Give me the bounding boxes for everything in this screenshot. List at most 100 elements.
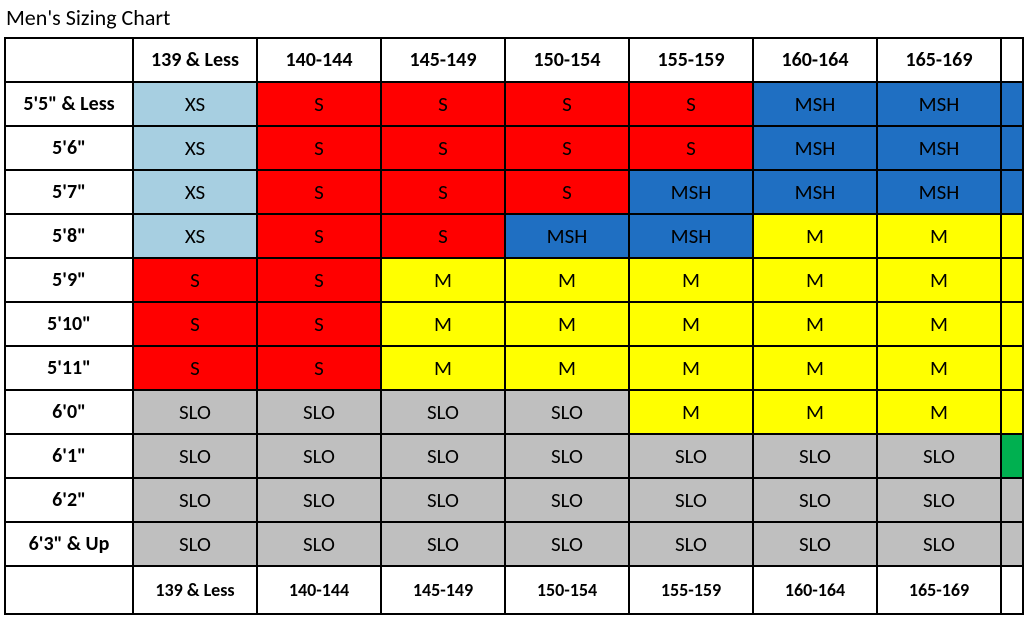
- size-cell: M: [877, 214, 1001, 258]
- size-cell: S: [257, 82, 381, 126]
- size-cell-sliver: [1001, 258, 1023, 302]
- size-cell-sliver: [1001, 170, 1023, 214]
- row-header: 6'0": [5, 390, 133, 434]
- size-cell: SLO: [505, 478, 629, 522]
- footer-label: 150-154: [505, 566, 629, 614]
- header-row: 139 & Less 140-144 145-149 150-154 155-1…: [5, 38, 1023, 82]
- size-cell: SLO: [257, 478, 381, 522]
- size-cell: MSH: [753, 126, 877, 170]
- size-cell: SLO: [753, 434, 877, 478]
- col-header: 165-169: [877, 38, 1001, 82]
- size-cell: S: [505, 170, 629, 214]
- size-cell: MSH: [753, 82, 877, 126]
- table-row: 5'8"XSSSMSHMSHMM: [5, 214, 1023, 258]
- footer-label: 160-164: [753, 566, 877, 614]
- size-cell: S: [257, 258, 381, 302]
- footer-label: 155-159: [629, 566, 753, 614]
- row-header: 5'10": [5, 302, 133, 346]
- col-header: 150-154: [505, 38, 629, 82]
- size-cell: S: [133, 346, 257, 390]
- col-header: 139 & Less: [133, 38, 257, 82]
- size-cell: M: [381, 302, 505, 346]
- size-cell: SLO: [629, 478, 753, 522]
- size-cell: SLO: [257, 434, 381, 478]
- table-row: 6'3" & UpSLOSLOSLOSLOSLOSLOSLO: [5, 522, 1023, 566]
- footer-sliver: [1001, 566, 1023, 614]
- size-cell: M: [381, 258, 505, 302]
- col-header: 160-164: [753, 38, 877, 82]
- size-cell: M: [753, 302, 877, 346]
- size-cell-sliver: [1001, 346, 1023, 390]
- size-cell: XS: [133, 170, 257, 214]
- size-cell: S: [505, 126, 629, 170]
- size-cell: MSH: [877, 170, 1001, 214]
- row-header: 6'2": [5, 478, 133, 522]
- size-cell: SLO: [505, 390, 629, 434]
- corner-cell: [5, 38, 133, 82]
- size-cell: S: [629, 82, 753, 126]
- size-cell: MSH: [877, 126, 1001, 170]
- table-row: 5'7"XSSSSMSHMSHMSH: [5, 170, 1023, 214]
- size-cell: M: [629, 302, 753, 346]
- sizing-table: 139 & Less 140-144 145-149 150-154 155-1…: [4, 37, 1024, 615]
- size-cell: XS: [133, 126, 257, 170]
- col-header-sliver: [1001, 38, 1023, 82]
- size-cell: SLO: [381, 434, 505, 478]
- size-cell: SLO: [133, 390, 257, 434]
- footer-label: 139 & Less: [133, 566, 257, 614]
- size-cell-sliver: [1001, 478, 1023, 522]
- size-cell: M: [629, 258, 753, 302]
- col-header: 155-159: [629, 38, 753, 82]
- row-header: 5'8": [5, 214, 133, 258]
- size-cell: XS: [133, 214, 257, 258]
- size-cell: S: [381, 126, 505, 170]
- size-cell-sliver: [1001, 214, 1023, 258]
- size-cell-sliver: [1001, 522, 1023, 566]
- table-row: 5'5" & LessXSSSSSMSHMSH: [5, 82, 1023, 126]
- size-cell: SLO: [133, 522, 257, 566]
- size-cell: MSH: [629, 214, 753, 258]
- size-cell: SLO: [381, 478, 505, 522]
- size-cell: S: [133, 258, 257, 302]
- size-cell-sliver: [1001, 302, 1023, 346]
- size-cell: XS: [133, 82, 257, 126]
- size-cell: M: [877, 390, 1001, 434]
- table-row: 5'11"SSMMMMM: [5, 346, 1023, 390]
- row-header: 6'1": [5, 434, 133, 478]
- size-cell: SLO: [133, 434, 257, 478]
- size-cell: SLO: [505, 434, 629, 478]
- size-cell: SLO: [381, 522, 505, 566]
- size-cell: SLO: [133, 478, 257, 522]
- col-header: 145-149: [381, 38, 505, 82]
- size-cell: S: [257, 214, 381, 258]
- table-row: 5'9"SSMMMMM: [5, 258, 1023, 302]
- row-header: 5'7": [5, 170, 133, 214]
- size-cell: M: [629, 390, 753, 434]
- row-header: 5'6": [5, 126, 133, 170]
- footer-corner: [5, 566, 133, 614]
- size-cell: M: [877, 258, 1001, 302]
- size-cell: S: [257, 170, 381, 214]
- size-cell: S: [257, 126, 381, 170]
- size-cell: M: [753, 214, 877, 258]
- size-cell: M: [505, 258, 629, 302]
- size-cell: M: [505, 302, 629, 346]
- size-cell: SLO: [753, 522, 877, 566]
- table-row: 6'1"SLOSLOSLOSLOSLOSLOSLO: [5, 434, 1023, 478]
- table-row: 5'6"XSSSSSMSHMSH: [5, 126, 1023, 170]
- size-cell: SLO: [381, 390, 505, 434]
- footer-label: 165-169: [877, 566, 1001, 614]
- row-header: 6'3" & Up: [5, 522, 133, 566]
- size-cell: S: [381, 214, 505, 258]
- size-cell: SLO: [629, 434, 753, 478]
- size-cell: MSH: [629, 170, 753, 214]
- size-cell: M: [877, 346, 1001, 390]
- row-header: 5'5" & Less: [5, 82, 133, 126]
- footer-label: 140-144: [257, 566, 381, 614]
- size-cell: S: [133, 302, 257, 346]
- size-cell: MSH: [753, 170, 877, 214]
- size-cell-sliver: [1001, 390, 1023, 434]
- size-cell: SLO: [877, 434, 1001, 478]
- size-cell: SLO: [257, 522, 381, 566]
- size-cell: SLO: [753, 478, 877, 522]
